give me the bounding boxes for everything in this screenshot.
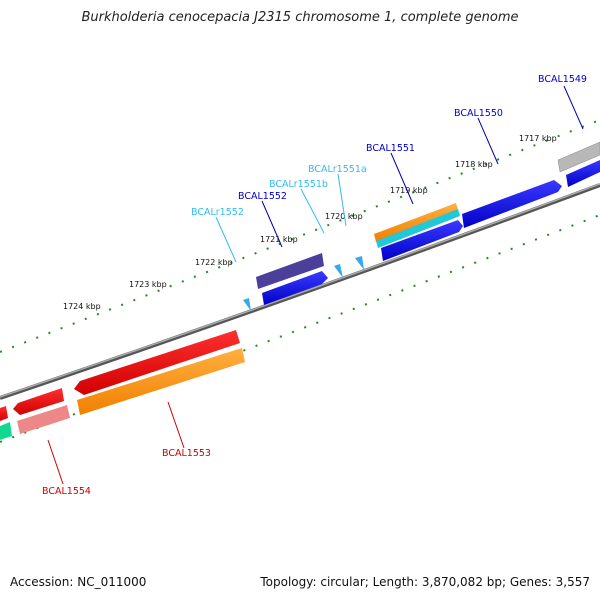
gene-BCAL1552-lower[interactable]: [262, 271, 328, 305]
label-BCAL1553: BCAL1553: [162, 448, 211, 459]
rna-BCALr1552[interactable]: [243, 298, 251, 311]
map-title: Burkholderia cenocepacia J2315 chromosom…: [81, 10, 519, 25]
gene-orange-upper[interactable]: [374, 203, 458, 242]
gene-green-left[interactable]: [0, 422, 12, 440]
label-BCAL1552: BCAL1552: [238, 191, 287, 202]
label-BCAL1551: BCAL1551: [366, 143, 415, 154]
gene-feature-grey[interactable]: [557, 141, 600, 173]
rna-BCALr1551b[interactable]: [334, 264, 343, 278]
tick-label: 1720 kbp: [325, 212, 363, 221]
gene-BCAL1552[interactable]: [256, 253, 324, 289]
tick-label: 1719 kbp: [390, 186, 428, 195]
label-BCALr1551b: BCALr1551b: [269, 179, 328, 190]
genome-stats-label: Topology: circular; Length: 3,870,082 bp…: [260, 575, 590, 589]
gene-BCAL1553[interactable]: [77, 348, 245, 415]
tick-label: 1724 kbp: [63, 302, 101, 311]
label-BCAL1550: BCAL1550: [454, 108, 503, 119]
label-BCAL1549: BCAL1549: [538, 74, 587, 85]
outer-tick-track: [0, 119, 600, 353]
label-BCALr1551a: BCALr1551a: [308, 164, 367, 175]
gene-pink[interactable]: [17, 405, 70, 434]
tick-label: 1722 kbp: [195, 258, 233, 267]
tick-label: 1723 kbp: [129, 280, 167, 289]
gene-cyan-upper[interactable]: [376, 209, 460, 248]
rna-BCALr1551a[interactable]: [355, 256, 364, 270]
label-BCALr1552: BCALr1552: [191, 207, 244, 218]
gene-BCAL1553-red[interactable]: [74, 330, 240, 395]
accession-label: Accession: NC_011000: [10, 575, 147, 589]
gene-BCAL1550[interactable]: [462, 180, 562, 228]
chromosome-backbone: [0, 183, 600, 400]
gene-BCAL1551[interactable]: [381, 220, 463, 261]
tick-label: 1717 kbp: [519, 134, 557, 143]
tick-label: 1718 kbp: [455, 160, 493, 169]
label-BCAL1554: BCAL1554: [42, 486, 91, 497]
gene-BCAL1549[interactable]: [566, 160, 600, 187]
gene-BCAL1554-red[interactable]: [13, 388, 64, 415]
gene-red-left[interactable]: [0, 406, 8, 421]
